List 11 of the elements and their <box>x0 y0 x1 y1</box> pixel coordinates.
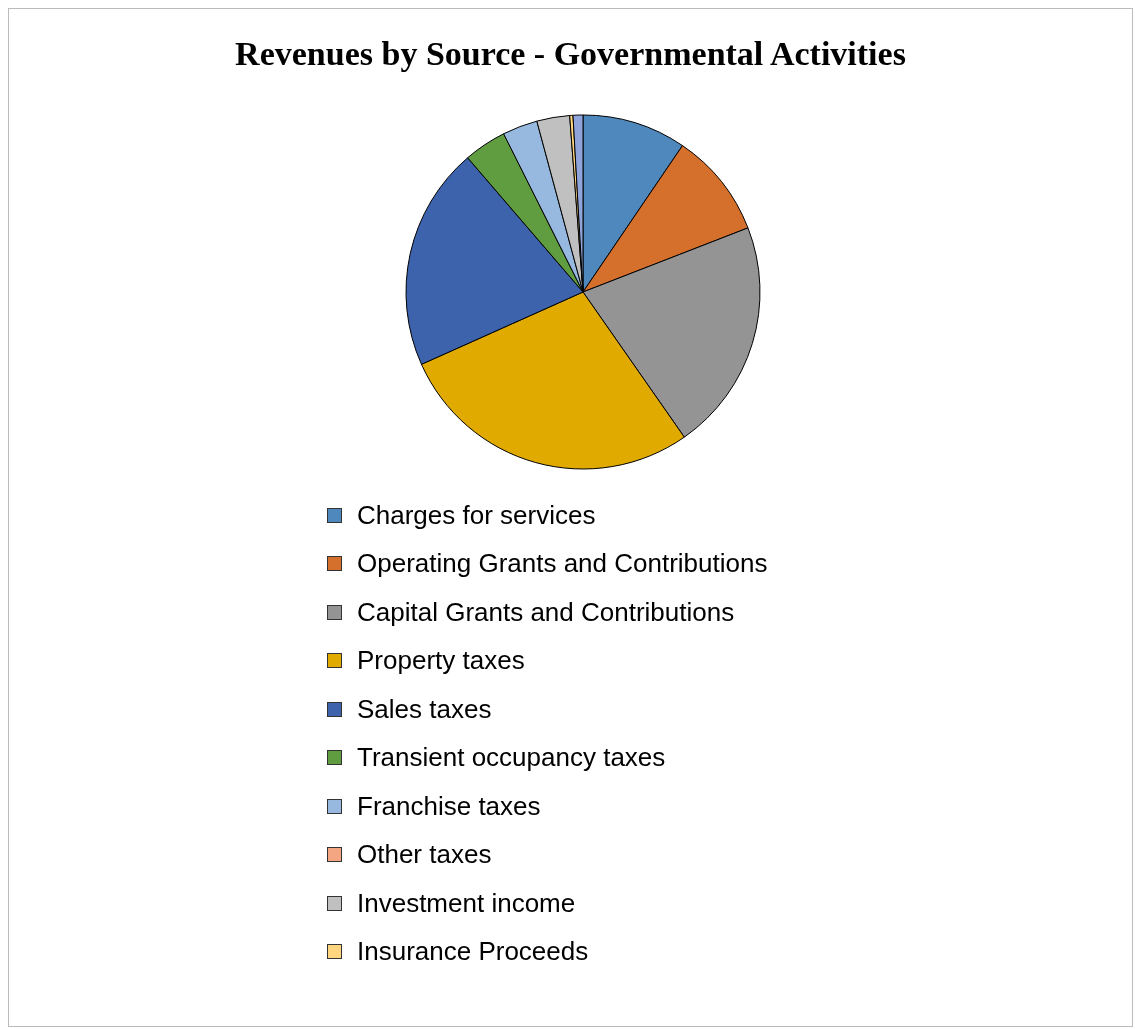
legend-label: Franchise taxes <box>357 790 541 822</box>
legend-label: Capital Grants and Contributions <box>357 596 735 628</box>
legend-label: Other taxes <box>357 839 492 871</box>
legend-label: Sales taxes <box>357 693 492 725</box>
chart-title: Revenues by Source - Governmental Activities <box>234 35 907 73</box>
legend-label: Charges for services <box>357 499 596 531</box>
legend-label: Property taxes <box>357 645 525 677</box>
legend-label: Investment income <box>357 887 576 919</box>
legend-label: Operating Grants and Contributions <box>357 548 768 580</box>
legend-label: Insurance Proceeds <box>357 936 589 968</box>
legend-label: Transient occupancy taxes <box>357 742 666 774</box>
